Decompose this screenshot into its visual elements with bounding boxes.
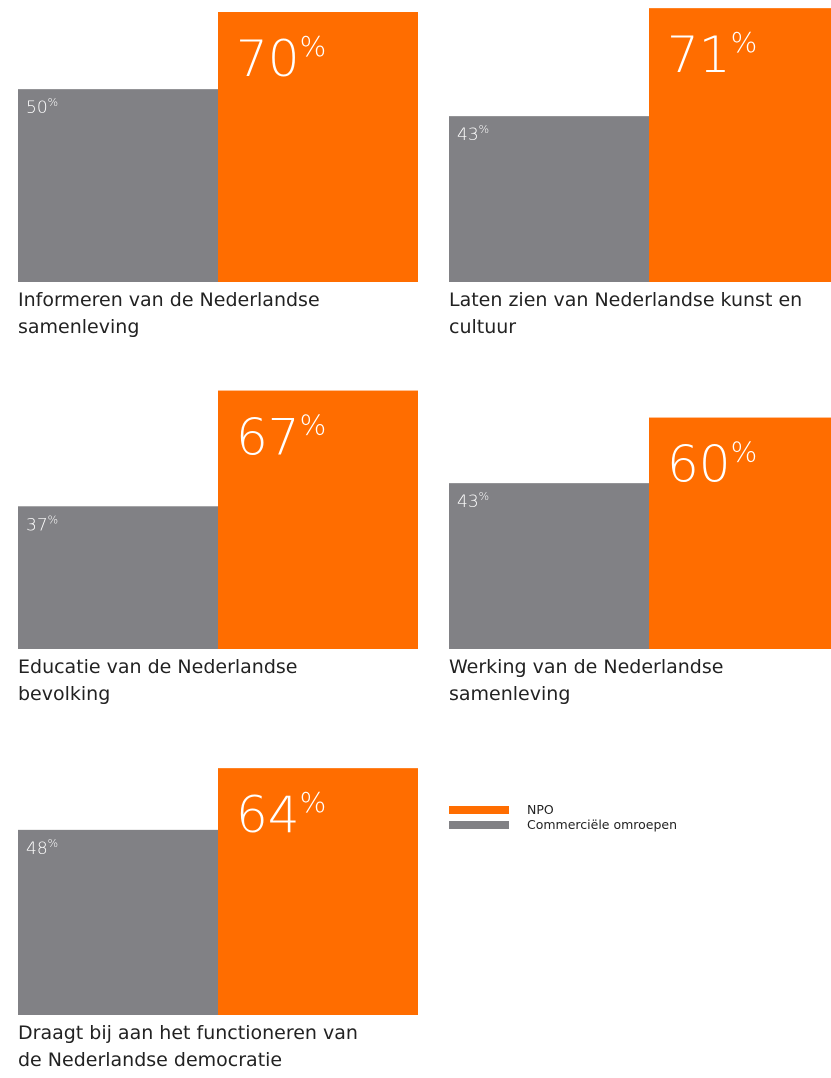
value-unit: % (300, 786, 327, 819)
value-label: 64% (236, 786, 326, 844)
value-label: 60% (667, 436, 757, 494)
bar (449, 116, 649, 282)
value-label: 48% (26, 837, 58, 859)
value-unit: % (48, 837, 58, 850)
value-number: 43 (457, 492, 479, 512)
value-unit: % (300, 409, 327, 442)
legend-swatch (449, 821, 509, 829)
category-label: Educatie van de Nederlandse bevolking (18, 656, 298, 705)
bar (18, 829, 218, 1015)
legend-label: Commerciële omroepen (527, 817, 677, 832)
bar (449, 483, 649, 649)
value-number: 60 (667, 436, 731, 494)
value-unit: % (479, 490, 489, 503)
bar (218, 390, 418, 649)
bar (649, 8, 831, 282)
value-unit: % (300, 30, 327, 63)
category-label: Werking van de Nederlandse samenleving (449, 656, 724, 705)
category-label: Draagt bij aan het functioneren van de N… (18, 1022, 358, 1071)
value-number: 64 (236, 786, 300, 844)
bar (18, 89, 218, 283)
value-number: 71 (667, 26, 731, 84)
value-number: 70 (236, 30, 300, 88)
value-unit: % (48, 513, 58, 526)
value-number: 48 (26, 839, 48, 859)
category-label: Laten zien van Nederlandse kunst en cult… (449, 289, 803, 338)
bar (218, 768, 418, 1015)
value-number: 37 (26, 515, 48, 535)
value-number: 50 (26, 98, 48, 118)
value-label: 50% (26, 96, 58, 118)
value-unit: % (731, 436, 758, 469)
value-label: 67% (236, 409, 326, 467)
value-unit: % (479, 123, 489, 136)
bar (649, 417, 831, 649)
bar (18, 506, 218, 649)
value-number: 67 (236, 409, 300, 467)
value-label: 71% (667, 26, 757, 84)
value-label: 37% (26, 513, 58, 535)
category-label: Informeren van de Nederlandse samenlevin… (18, 289, 320, 338)
bar (218, 12, 418, 282)
legend-swatch (449, 806, 509, 814)
value-unit: % (48, 96, 58, 109)
value-unit: % (731, 26, 758, 59)
value-number: 43 (457, 125, 479, 145)
value-label: 43% (457, 490, 489, 512)
legend-label: NPO (527, 802, 554, 817)
value-label: 70% (236, 30, 326, 88)
value-label: 43% (457, 123, 489, 145)
